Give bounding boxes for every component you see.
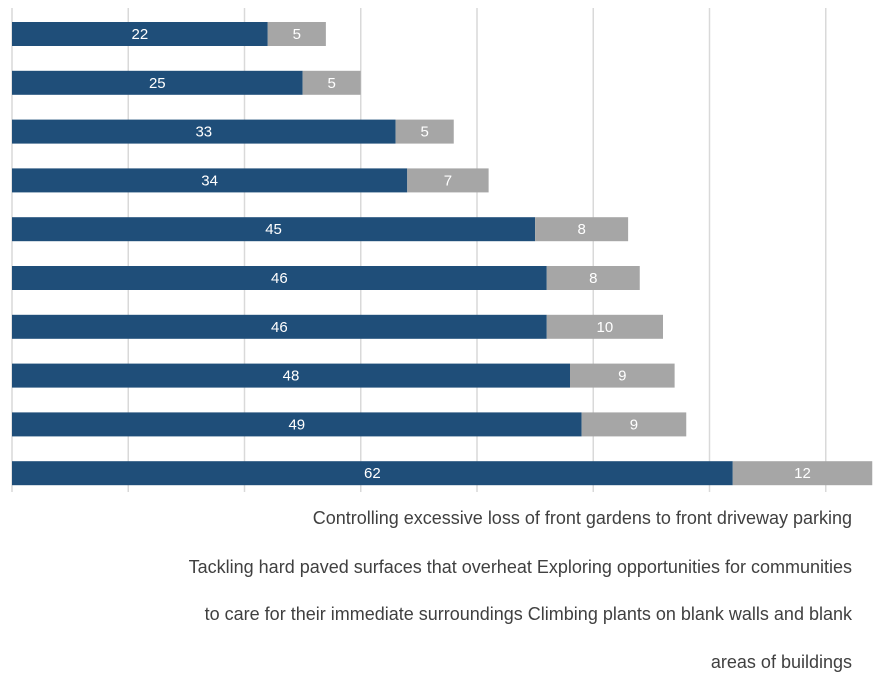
data-label-series-1: 34: [201, 172, 218, 189]
bar-segment-series-2: [570, 363, 675, 388]
bar-segment-series-1: [12, 22, 268, 46]
bar-segment-series-2: [546, 314, 663, 339]
bar-segment-series-2: [267, 22, 326, 46]
bar-segment-series-1: [12, 412, 582, 437]
data-label-series-2: 12: [794, 465, 811, 482]
data-label-series-2: 7: [444, 172, 452, 189]
data-label-series-2: 8: [589, 270, 597, 287]
bar-segment-series-1: [12, 168, 408, 193]
data-label-series-1: 22: [132, 26, 149, 43]
bar-segment-series-2: [395, 119, 454, 144]
data-label-series-1: 46: [271, 319, 288, 336]
bar-segment-series-1: [12, 266, 547, 290]
category-caption-line-4: areas of buildings: [710, 652, 852, 672]
bar-segment-series-2: [732, 461, 873, 486]
bar-segment-series-1: [12, 119, 396, 144]
stacked-bar-chart: 22 5 25 5 33 5 34 7 45 8 46 8 46 10 48 9 49 9 62 12: [11, 8, 873, 492]
data-label-series-1: 45: [265, 221, 282, 238]
bar-segment-series-1: [12, 314, 547, 339]
data-label-series-1: 25: [149, 75, 166, 92]
data-label-series-1: 49: [288, 416, 305, 433]
bar-segment-series-1: [12, 70, 303, 95]
data-label-series-2: 5: [421, 124, 429, 141]
bar-segment-series-1: [12, 363, 570, 388]
data-label-series-1: 62: [364, 465, 381, 482]
bar-segment-series-2: [535, 217, 629, 242]
data-label-series-2: 5: [328, 75, 336, 92]
bar-segment-series-1: [12, 461, 733, 486]
bar-segment-series-2: [581, 412, 687, 437]
category-caption-line-3: to care for their immediate surroundings…: [204, 604, 852, 624]
bar-segment-series-2: [546, 266, 640, 290]
bar-segment-series-1: [12, 217, 536, 242]
data-label-series-1: 48: [283, 368, 300, 385]
category-caption-line-2: Tackling hard paved surfaces that overhe…: [188, 557, 852, 577]
bar-segment-series-2: [407, 168, 489, 193]
data-label-series-2: 9: [618, 368, 626, 385]
data-label-series-2: 8: [577, 221, 585, 238]
category-caption-line-1: Controlling excessive loss of front gard…: [312, 508, 852, 528]
data-label-series-2: 9: [630, 416, 638, 433]
data-label-series-2: 5: [293, 26, 301, 43]
data-label-series-2: 10: [597, 319, 614, 336]
bar-segment-series-2: [302, 70, 361, 95]
data-label-series-1: 46: [271, 270, 288, 287]
data-label-series-1: 33: [195, 124, 212, 141]
